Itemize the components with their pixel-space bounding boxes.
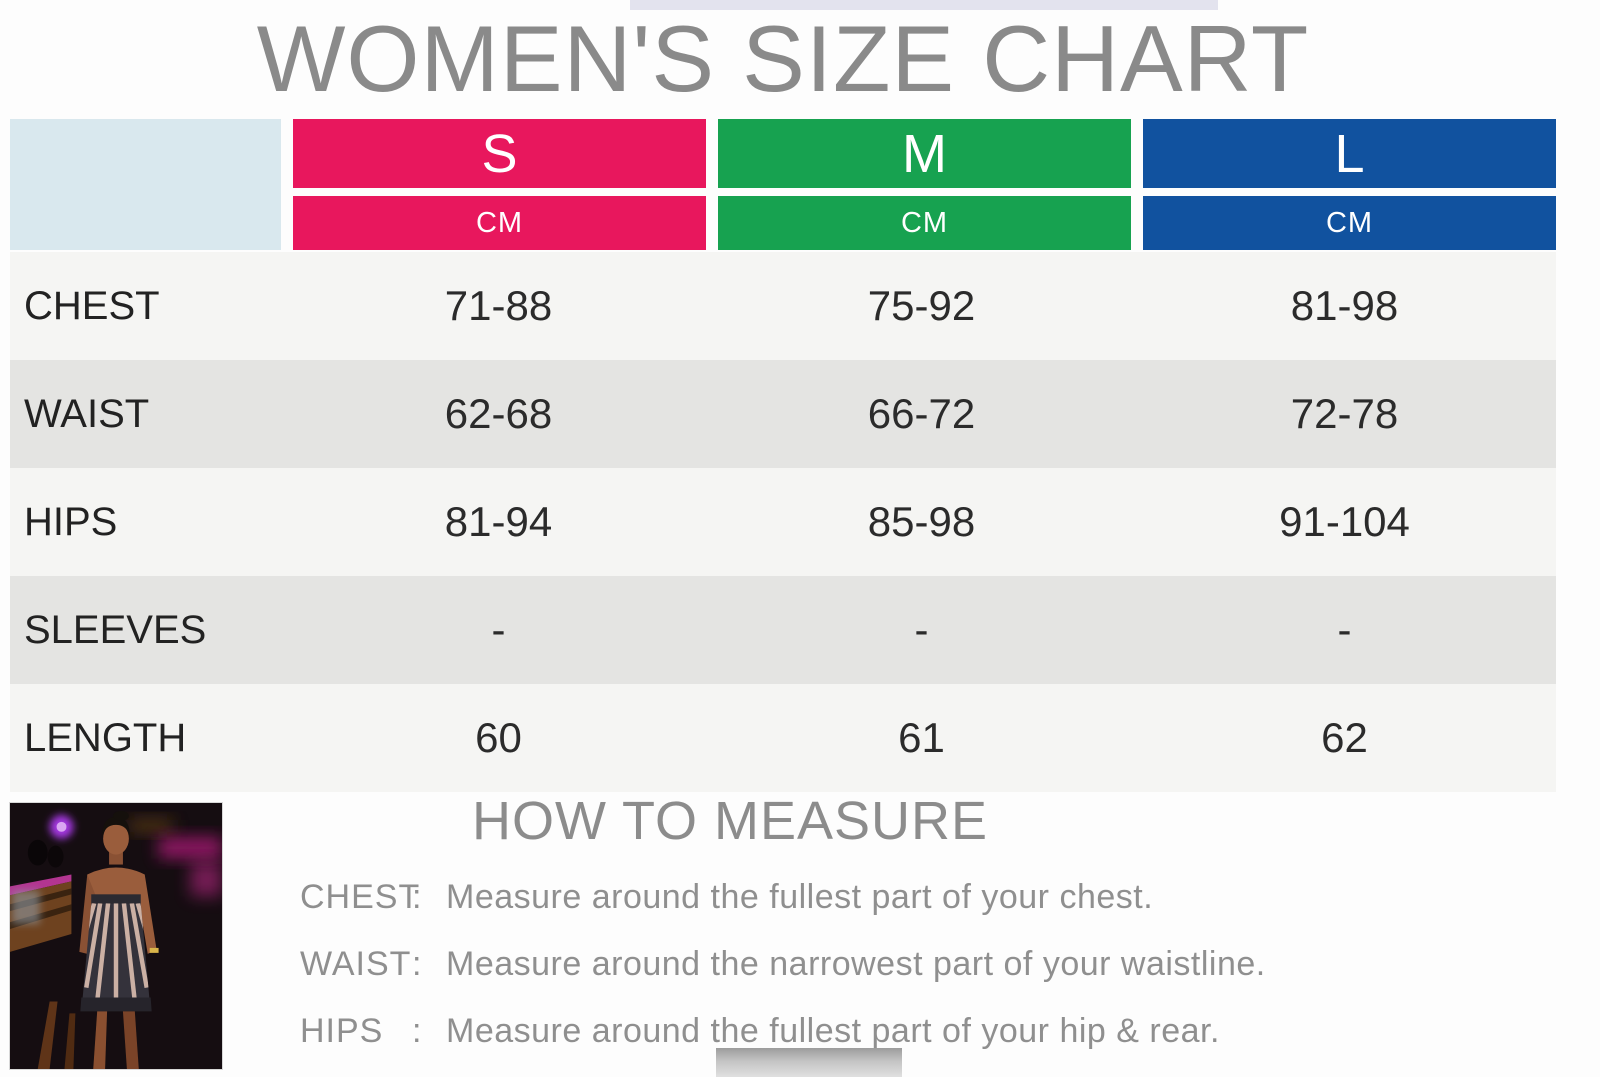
instruction-label: CHEST — [300, 878, 421, 916]
cell-value: 62-68 — [444, 390, 553, 437]
table-row-length: LENGTH 60 61 62 — [10, 684, 1556, 792]
unit-cell-l: CM — [1143, 196, 1556, 250]
row-label: SLEEVES — [24, 607, 207, 652]
table-row-hips: HIPS 81-94 85-98 91-104 — [10, 468, 1556, 576]
cell-value: 71-88 — [444, 282, 553, 329]
cell-value: 61 — [898, 714, 945, 761]
table-row-sleeves: SLEEVES - - - — [10, 576, 1556, 684]
measure-instruction-hips: HIPS : Measure around the fullest part o… — [300, 1012, 1360, 1077]
unit-cell-m: CM — [718, 196, 1131, 250]
bottom-edge-strip — [716, 1048, 902, 1077]
model-photo-illustration — [10, 803, 222, 1069]
size-table-header: S M L CM CM CM — [10, 119, 1556, 250]
table-row-chest: CHEST 71-88 75-92 81-98 — [10, 252, 1556, 360]
corner-cell — [10, 119, 281, 250]
cell-value: - — [1337, 606, 1352, 653]
instruction-text: Measure around the fullest part of your … — [446, 878, 1154, 916]
instruction-text: Measure around the narrowest part of you… — [446, 945, 1266, 983]
cell-value: 62 — [1321, 714, 1368, 761]
column-header-s: S — [293, 119, 706, 188]
cell-value: 81-98 — [1290, 282, 1399, 329]
how-to-measure-list: CHEST : Measure around the fullest part … — [300, 878, 1360, 1077]
instruction-colon: : — [412, 945, 422, 983]
cell-value: 85-98 — [867, 498, 976, 545]
cell-value: 75-92 — [867, 282, 976, 329]
cell-value: 72-78 — [1290, 390, 1399, 437]
measure-instruction-waist: WAIST : Measure around the narrowest par… — [300, 945, 1360, 1012]
row-label: CHEST — [24, 283, 160, 328]
row-label: HIPS — [24, 499, 118, 544]
cell-value: - — [491, 606, 506, 653]
cell-value: 91-104 — [1279, 498, 1410, 545]
instruction-text: Measure around the fullest part of your … — [446, 1012, 1220, 1050]
row-label: WAIST — [24, 391, 150, 436]
model-photo — [9, 802, 223, 1070]
row-label: LENGTH — [24, 715, 187, 760]
cell-value: - — [914, 606, 929, 653]
cell-value: 66-72 — [867, 390, 976, 437]
cell-value: 60 — [475, 714, 522, 761]
cell-value: 81-94 — [444, 498, 553, 545]
instruction-colon: : — [412, 1012, 422, 1050]
page-title: WOMEN'S SIZE CHART — [256, 6, 1310, 111]
column-header-l: L — [1143, 119, 1556, 188]
instruction-colon: : — [412, 878, 422, 916]
instruction-label: WAIST — [300, 945, 412, 983]
instruction-label: HIPS — [300, 1012, 384, 1050]
size-table-body: CHEST 71-88 75-92 81-98 WAIST 62-68 66-7… — [10, 252, 1556, 792]
measure-instruction-chest: CHEST : Measure around the fullest part … — [300, 878, 1360, 945]
unit-cell-s: CM — [293, 196, 706, 250]
table-row-waist: WAIST 62-68 66-72 72-78 — [10, 360, 1556, 468]
column-header-m: M — [718, 119, 1131, 188]
top-edge-strip — [630, 0, 1218, 10]
how-to-measure-title: HOW TO MEASURE — [471, 791, 989, 851]
